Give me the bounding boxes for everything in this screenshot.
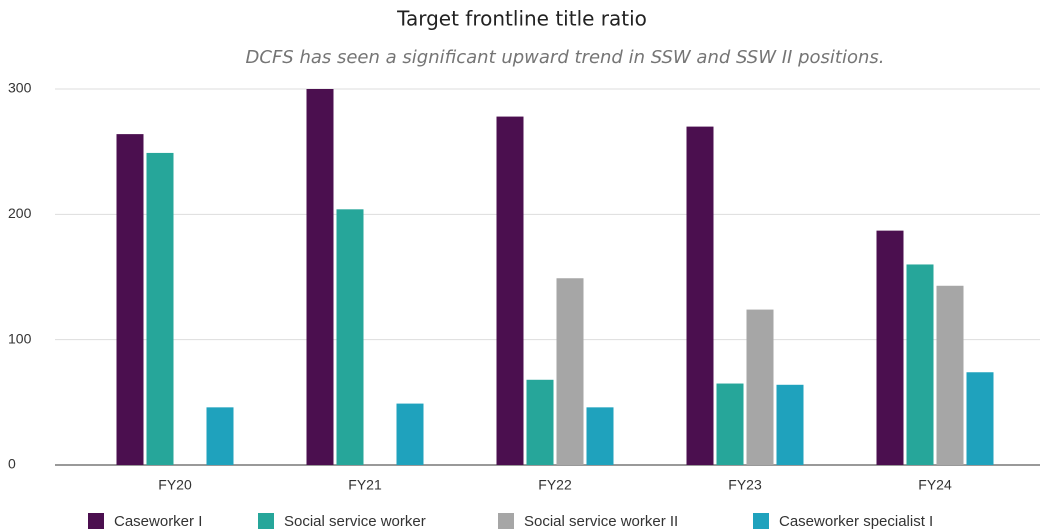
bar bbox=[496, 116, 524, 465]
y-tick-label: 0 bbox=[8, 456, 16, 472]
legend-swatch bbox=[753, 513, 769, 529]
legend-swatch bbox=[498, 513, 514, 529]
chart-subtitle: DCFS has seen a significant upward trend… bbox=[246, 47, 885, 68]
bar bbox=[336, 209, 364, 465]
x-tick-label: FY22 bbox=[538, 477, 572, 493]
bar bbox=[966, 372, 994, 465]
bar bbox=[906, 264, 934, 465]
legend-swatch bbox=[258, 513, 274, 529]
y-tick-label: 100 bbox=[8, 330, 32, 346]
bar bbox=[306, 89, 334, 465]
x-tick-label: FY23 bbox=[728, 477, 762, 493]
bar bbox=[876, 230, 904, 465]
bar bbox=[936, 285, 964, 465]
y-tick-label: 300 bbox=[8, 80, 32, 96]
bar bbox=[526, 379, 554, 465]
bar bbox=[396, 403, 424, 465]
legend-label: Caseworker I bbox=[114, 513, 202, 530]
bar bbox=[146, 152, 174, 466]
legend-swatch bbox=[88, 513, 104, 529]
legend-label: Social service worker II bbox=[524, 513, 678, 530]
legend-label: Caseworker specialist I bbox=[779, 513, 933, 530]
y-tick-label: 200 bbox=[8, 205, 32, 221]
bar bbox=[686, 126, 714, 465]
bar bbox=[586, 407, 614, 465]
bar bbox=[716, 383, 744, 465]
x-tick-label: FY24 bbox=[918, 477, 952, 493]
chart-title: Target frontline title ratio bbox=[396, 7, 647, 31]
bar bbox=[746, 309, 774, 465]
legend-label: Social service worker bbox=[284, 513, 426, 530]
x-tick-label: FY20 bbox=[158, 477, 192, 493]
bar bbox=[206, 407, 234, 465]
bar bbox=[776, 384, 804, 465]
bar bbox=[556, 278, 584, 465]
x-tick-label: FY21 bbox=[348, 477, 382, 493]
bar bbox=[116, 134, 144, 465]
